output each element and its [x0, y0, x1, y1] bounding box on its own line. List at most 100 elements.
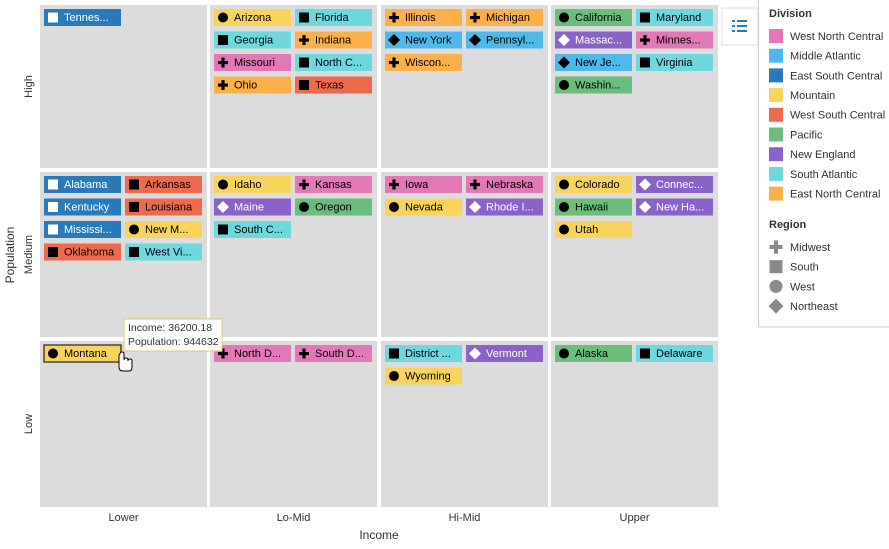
- state-tile[interactable]: Hawaii: [555, 198, 632, 216]
- legend-label[interactable]: West North Central: [790, 31, 883, 43]
- region-marker: [218, 35, 228, 45]
- state-tile[interactable]: South C...: [214, 221, 291, 238]
- x-tick-label: Hi-Mid: [449, 512, 481, 524]
- legend-label[interactable]: East North Central: [790, 189, 880, 201]
- tile-background: [385, 198, 462, 216]
- tile-background: [214, 9, 291, 26]
- state-tile[interactable]: Arizona: [214, 9, 291, 26]
- state-tile[interactable]: Montana: [43, 344, 122, 363]
- legend-label[interactable]: West South Central: [790, 110, 885, 122]
- tile-label: New Je...: [575, 57, 621, 69]
- state-tile[interactable]: Minnes...: [636, 31, 713, 49]
- tile-background: [385, 9, 462, 26]
- state-tile[interactable]: Ohio: [214, 76, 291, 94]
- state-tile[interactable]: Alaska: [555, 345, 632, 362]
- legend-label[interactable]: Middle Atlantic: [790, 51, 861, 63]
- state-tile[interactable]: Arkansas: [125, 176, 202, 193]
- legend-label[interactable]: Midwest: [790, 242, 830, 254]
- state-tile[interactable]: Missouri: [214, 54, 291, 71]
- cell: [551, 172, 718, 337]
- state-tile[interactable]: Mississi...: [44, 221, 121, 238]
- state-tile[interactable]: District ...: [385, 345, 462, 362]
- state-tile[interactable]: Vermont: [466, 345, 543, 362]
- tile-background: [555, 198, 632, 216]
- region-marker: [48, 247, 58, 257]
- region-marker: [640, 348, 650, 359]
- state-tile[interactable]: Iowa: [385, 176, 462, 193]
- tile-label: Oklahoma: [64, 246, 115, 258]
- state-tile[interactable]: Tennes...: [44, 9, 121, 26]
- state-tile[interactable]: Florida: [295, 9, 372, 26]
- region-marker: [559, 179, 569, 190]
- state-tile[interactable]: Idaho: [214, 176, 291, 193]
- state-tile[interactable]: Oklahoma: [44, 243, 121, 261]
- legend-label[interactable]: South Atlantic: [790, 169, 858, 181]
- state-tile[interactable]: North C...: [295, 54, 372, 71]
- region-marker: [469, 34, 481, 46]
- tile-background: [214, 345, 291, 362]
- state-tile[interactable]: California: [555, 9, 632, 26]
- state-tile[interactable]: Wyoming: [385, 367, 462, 385]
- region-marker: [469, 347, 481, 360]
- state-tile[interactable]: Connec...: [636, 176, 713, 193]
- state-tile[interactable]: Colorado: [555, 176, 632, 193]
- state-tile[interactable]: Washin...: [555, 76, 632, 94]
- state-tile[interactable]: Oregon: [295, 198, 372, 216]
- legend-swatch: [769, 29, 783, 43]
- tile-background: [466, 31, 543, 49]
- state-tile[interactable]: Georgia: [214, 31, 291, 49]
- tile-label: Massac...: [575, 34, 622, 46]
- legend-label[interactable]: Pacific: [790, 129, 823, 141]
- tile-background: [214, 76, 291, 94]
- legend-label[interactable]: New England: [790, 149, 855, 161]
- state-tile[interactable]: New Ha...: [636, 198, 713, 216]
- state-tile[interactable]: Illinois: [385, 9, 462, 26]
- state-tile[interactable]: Indiana: [295, 31, 372, 49]
- state-tile[interactable]: Maryland: [636, 9, 713, 26]
- legend-label[interactable]: Northeast: [790, 301, 838, 313]
- tile-background: [555, 345, 632, 362]
- state-tile[interactable]: Massac...: [555, 31, 632, 49]
- state-tile[interactable]: Maine: [214, 198, 291, 216]
- state-tile[interactable]: Virginia: [636, 54, 713, 71]
- cell: [551, 341, 718, 507]
- state-tile[interactable]: South D...: [295, 345, 372, 362]
- state-tile[interactable]: Kansas: [295, 176, 372, 193]
- state-tile[interactable]: Texas: [295, 76, 372, 94]
- legend-label[interactable]: West: [790, 281, 815, 293]
- tile-background: [44, 176, 121, 193]
- state-tile[interactable]: Delaware: [636, 345, 713, 362]
- region-marker: [129, 202, 139, 212]
- state-tile[interactable]: New Je...: [555, 54, 632, 71]
- cell: [381, 341, 548, 507]
- tile-background: [44, 198, 121, 216]
- state-tile[interactable]: North D...: [214, 345, 291, 362]
- region-marker: [299, 179, 309, 190]
- state-tile[interactable]: Alabama: [44, 176, 121, 193]
- legend-label[interactable]: Mountain: [790, 90, 835, 102]
- tile-label: New M...: [145, 224, 188, 236]
- tile-label: Nebraska: [486, 179, 534, 191]
- region-marker: [218, 348, 228, 359]
- legend-label[interactable]: East South Central: [790, 70, 882, 82]
- region-marker: [388, 34, 400, 46]
- region-marker: [48, 348, 58, 359]
- tile-label: Maryland: [656, 12, 701, 24]
- state-tile[interactable]: West Vi...: [125, 243, 202, 261]
- state-tile[interactable]: Kentucky: [44, 198, 121, 216]
- state-tile[interactable]: Pennsyl...: [466, 31, 543, 49]
- state-tile[interactable]: Louisiana: [125, 198, 202, 216]
- legend-label[interactable]: South: [790, 262, 819, 274]
- state-tile[interactable]: New York: [385, 31, 462, 49]
- state-tile[interactable]: Michigan: [466, 9, 543, 26]
- state-tile[interactable]: Rhode I...: [466, 198, 543, 216]
- state-tile[interactable]: Wiscon...: [385, 54, 462, 71]
- state-tile[interactable]: Nebraska: [466, 176, 543, 193]
- state-tile[interactable]: Utah: [555, 221, 632, 238]
- tile-background: [636, 31, 713, 49]
- state-tile[interactable]: Nevada: [385, 198, 462, 216]
- tile-background: [214, 198, 291, 216]
- region-marker: [470, 12, 480, 23]
- region-marker: [559, 348, 569, 359]
- state-tile[interactable]: New M...: [125, 221, 202, 238]
